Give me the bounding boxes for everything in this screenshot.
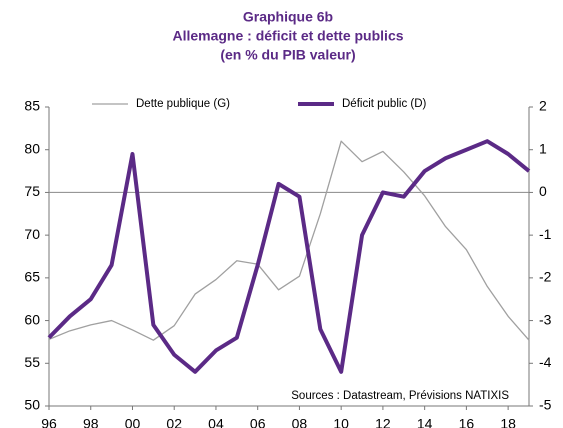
x-tick-label: 02 [166,416,182,428]
y2-tick-label: -4 [539,354,552,370]
chart-title: (en % du PIB valeur) [220,47,355,63]
x-tick-label: 10 [333,416,349,428]
line-series [48,140,530,341]
x-tick-label: 16 [459,416,475,428]
y2-tick-label: -3 [539,311,552,327]
x-tick-label: 08 [292,416,308,428]
y-tick-label: 65 [24,269,40,285]
y2-tick-label: -5 [539,397,552,413]
y2-tick-label: 0 [539,183,547,199]
x-tick-label: 04 [208,416,224,428]
y-tick-label: 85 [24,98,40,114]
y2-tick-label: -1 [539,226,552,242]
x-tick-label: 98 [83,416,99,428]
line-series [47,139,531,374]
legend-label: Dette publique (G) [136,98,230,110]
annotation: Sources : Datastream, Prévisions NATIXIS [291,390,509,402]
y2-tick-label: 2 [539,98,547,114]
y2-tick-label: 1 [539,140,547,156]
chart-title: Allemagne : déficit et dette publics [172,28,403,44]
x-tick-label: 12 [375,416,391,428]
y-tick-label: 70 [24,226,40,242]
y-tick-label: 50 [24,397,40,413]
x-tick-label: 96 [41,416,57,428]
x-tick-label: 06 [250,416,266,428]
x-tick-label: 14 [417,416,433,428]
y-tick-label: 55 [24,354,40,370]
y-tick-label: 75 [24,183,40,199]
x-tick-label: 18 [500,416,516,428]
legend-label: Déficit public (D) [342,98,427,110]
y-tick-label: 80 [24,140,40,156]
chart-title: Graphique 6b [243,9,333,25]
y-tick-label: 60 [24,311,40,327]
y2-tick-label: -2 [539,269,552,285]
x-tick-label: 00 [125,416,141,428]
